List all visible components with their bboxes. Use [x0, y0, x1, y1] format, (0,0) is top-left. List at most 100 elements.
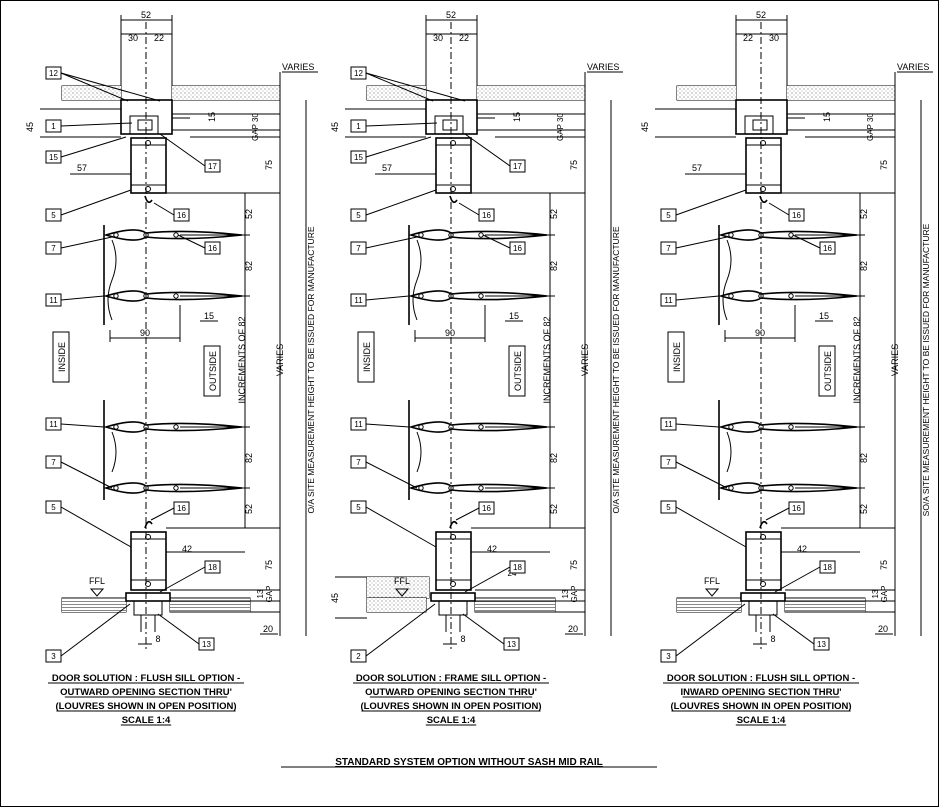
fixing-pin — [450, 534, 456, 540]
inside-label: INSIDE — [57, 342, 67, 372]
tag-16: 16 — [823, 244, 832, 253]
leader — [60, 295, 105, 301]
increments-label: INCREMENTS OF 82 — [237, 316, 247, 403]
tag-5: 5 — [666, 211, 671, 220]
leader — [675, 295, 720, 301]
caption-line: OUTWARD OPENING SECTION THRU' — [60, 687, 232, 698]
leader — [177, 234, 206, 249]
sill-profile — [740, 592, 786, 602]
outside-label: OUTSIDE — [823, 351, 833, 391]
dim-gap-small: 8 — [770, 634, 775, 644]
blade-pivot — [788, 232, 794, 238]
louvre-wave — [416, 431, 422, 473]
sash-bottom-rail — [130, 531, 167, 591]
blade-pivot — [728, 232, 734, 238]
blade-pivot — [418, 232, 424, 238]
dim-overall: 52 — [756, 10, 766, 20]
tag-1: 1 — [51, 122, 56, 131]
head-wall-hatch — [477, 86, 585, 100]
tag-16: 16 — [177, 211, 186, 220]
leader — [774, 566, 821, 593]
dim-leg: 15 — [512, 112, 522, 122]
blade-pivot — [478, 293, 484, 299]
dim-pitch-b: 82 — [244, 453, 254, 463]
leader — [60, 603, 131, 657]
fixing-pin — [145, 140, 151, 146]
dim-pitch-a: 82 — [859, 261, 869, 271]
caption-line: (LOUVRES SHOWN IN OPEN POSITION) — [360, 701, 541, 712]
dim-sill-gap: GAP — [265, 586, 274, 603]
louvre-wave — [726, 431, 732, 473]
tag-5: 5 — [51, 211, 56, 220]
site-note: O/A SITE MEASUREMENT HEIGHT TO BE ISSUED… — [611, 226, 621, 513]
fixing-pin — [450, 581, 456, 587]
dim-sill-gap-v: 13 — [871, 589, 880, 598]
sill-channel — [748, 600, 778, 616]
blade-pivot — [418, 424, 424, 430]
dim-head: 45 — [330, 122, 340, 132]
fixing-pin — [145, 186, 151, 192]
head-frame-inner — [434, 115, 464, 135]
dim-sash-width: 57 — [382, 163, 392, 173]
leader — [60, 506, 132, 548]
dim-sill: 20 — [878, 624, 888, 634]
leader — [153, 202, 175, 216]
blade-pivot — [418, 485, 424, 491]
leader — [675, 603, 746, 657]
caption-line: (LOUVRES SHOWN IN OPEN POSITION) — [670, 701, 851, 712]
dim-leg: 15 — [822, 112, 832, 122]
floor-hatch — [170, 598, 250, 612]
head-wall-hatch — [787, 86, 895, 100]
tag-16: 16 — [482, 504, 491, 513]
dim-sash-width: 57 — [77, 163, 87, 173]
leader — [365, 461, 418, 489]
leader — [60, 189, 132, 216]
tag-17: 17 — [513, 162, 522, 171]
head-frame-inner — [129, 115, 159, 135]
dim-sill-sash: 75 — [569, 560, 579, 570]
leader — [60, 136, 127, 158]
dim-frame: 75 — [879, 160, 889, 170]
tag-1: 1 — [356, 122, 361, 131]
fixing-pin — [145, 581, 151, 587]
site-note: O/A SITE MEASUREMENT HEIGHT TO BE ISSUED… — [306, 226, 316, 513]
floor-hatch — [785, 598, 865, 612]
blade-pivot — [728, 293, 734, 299]
tag-18: 18 — [208, 563, 217, 572]
outside-label: OUTSIDE — [208, 351, 218, 391]
tag-15: 15 — [354, 153, 363, 162]
sash-top-rail — [745, 137, 782, 194]
dim-gap-small: 8 — [155, 634, 160, 644]
leader — [675, 506, 747, 548]
dim-pitch-b: 82 — [859, 453, 869, 463]
outside-box — [818, 345, 836, 397]
tag-11: 11 — [664, 296, 673, 305]
outside-box — [508, 345, 526, 397]
blade-pivot — [478, 485, 484, 491]
inside-label: INSIDE — [672, 342, 682, 372]
blade-pivot — [113, 293, 119, 299]
floor-hatch — [475, 598, 555, 612]
leader — [675, 423, 720, 428]
floor-hatch — [677, 598, 741, 612]
dim-sill-sash: 75 — [264, 560, 274, 570]
leader — [365, 72, 434, 102]
leader — [675, 236, 728, 249]
dim-overall: 52 — [141, 10, 151, 20]
dim-left: 30 — [433, 33, 443, 43]
head-wall-hatch — [62, 86, 121, 100]
leader — [365, 236, 418, 249]
dim-gap-head: GAP 30 — [866, 113, 875, 141]
ffl-label: FFL — [704, 576, 720, 586]
leader — [462, 613, 505, 645]
tag-16: 16 — [177, 504, 186, 513]
blade-pivot — [143, 293, 149, 299]
blade-pivot — [173, 232, 179, 238]
tag-16: 16 — [792, 211, 801, 220]
